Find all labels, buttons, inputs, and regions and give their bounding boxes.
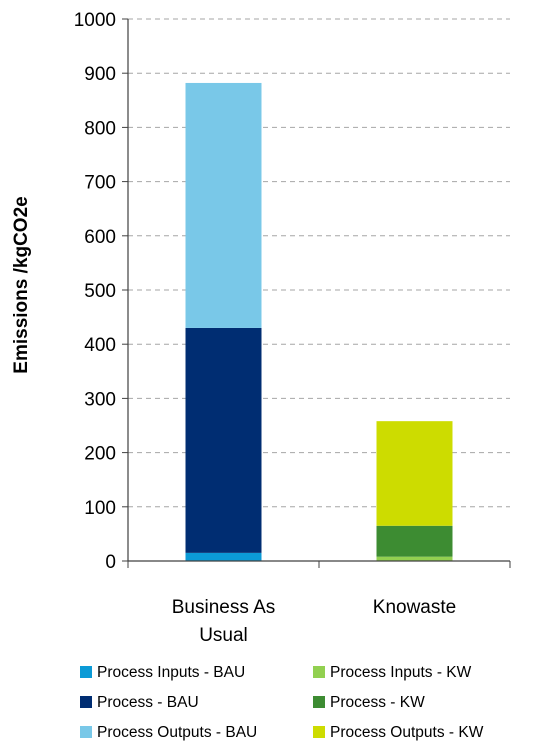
- y-tick-label: 800: [84, 118, 116, 139]
- legend-swatch: [80, 666, 92, 678]
- legend-entry: Process - BAU: [97, 694, 199, 711]
- axes: [127, 19, 511, 568]
- legend-entry: Process Outputs - KW: [330, 724, 484, 741]
- bars: [185, 82, 453, 561]
- bar-segment: [376, 556, 453, 561]
- x-category-labels: Business As Usual Knowaste: [172, 597, 456, 646]
- y-tick-label: 100: [84, 498, 116, 519]
- y-tick-label: 500: [84, 281, 116, 302]
- legend: Process Inputs - BAU Process - BAU Process…: [80, 664, 484, 741]
- legend-swatch: [80, 696, 92, 708]
- legend-swatch: [80, 726, 92, 738]
- bar-segment: [185, 552, 262, 561]
- y-tick-label: 0: [105, 552, 116, 573]
- legend-entry: Process Outputs - BAU: [97, 724, 257, 741]
- y-tick-label: 900: [84, 64, 116, 85]
- y-tick-label: 200: [84, 444, 116, 465]
- y-tick-label: 700: [84, 173, 116, 194]
- y-axis-label: Emissions /kgCO2e: [11, 196, 32, 373]
- bar-segment: [376, 421, 453, 526]
- bar-segment: [376, 525, 453, 557]
- legend-swatch: [313, 696, 325, 708]
- legend-entry: Process Inputs - KW: [330, 664, 472, 681]
- y-tick-label: 300: [84, 389, 116, 410]
- x-category-label: Usual: [199, 625, 248, 646]
- legend-entry: Process - KW: [330, 694, 425, 711]
- legend-entry: Process Inputs - BAU: [97, 664, 245, 681]
- x-category-label: Business As: [172, 597, 276, 618]
- bar-segment: [185, 327, 262, 553]
- y-tick-label: 400: [84, 335, 116, 356]
- bar-segment: [185, 82, 262, 328]
- legend-swatch: [313, 726, 325, 738]
- legend-swatch: [313, 666, 325, 678]
- y-tick-label: 600: [84, 227, 116, 248]
- x-category-label: Knowaste: [373, 597, 456, 618]
- y-tick-labels: 0 100 200 300 400 500 600 700 800 900 1000: [74, 10, 116, 573]
- y-tick-label: 1000: [74, 10, 116, 31]
